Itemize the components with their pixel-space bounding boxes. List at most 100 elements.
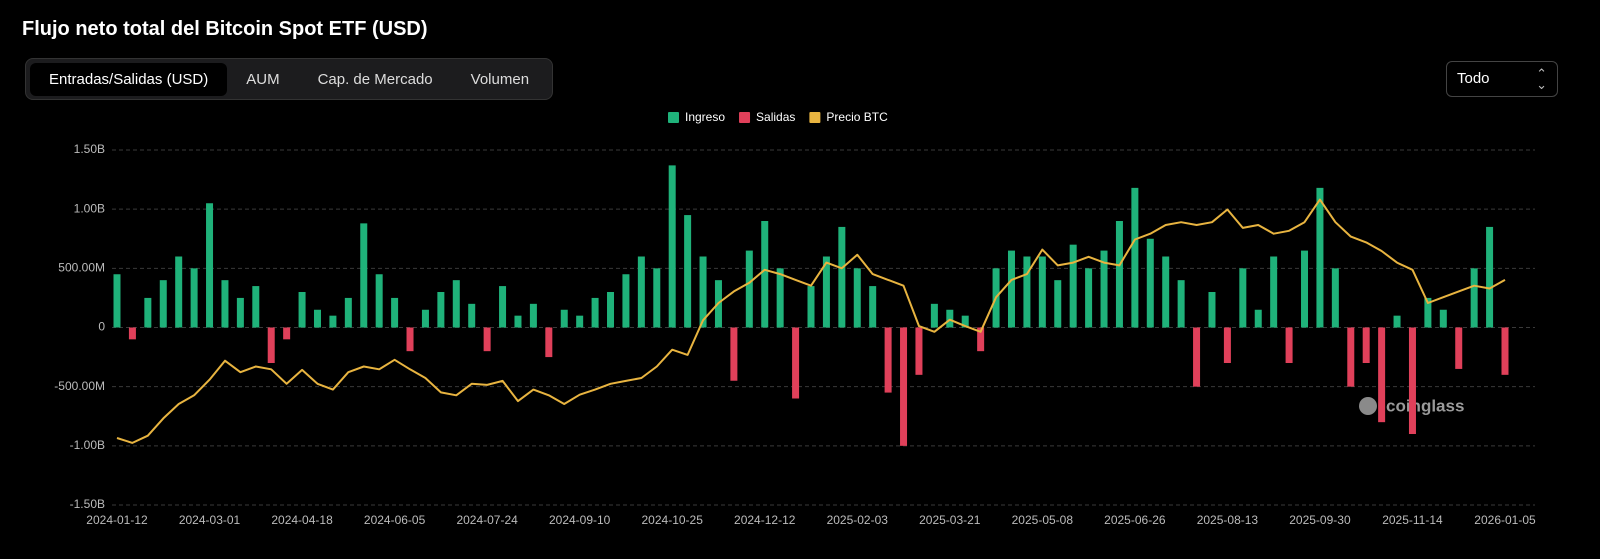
bar	[900, 327, 908, 446]
bar	[576, 315, 584, 328]
bar	[730, 327, 738, 381]
bar	[159, 280, 167, 328]
bar	[1501, 327, 1509, 375]
bar	[1023, 256, 1031, 328]
legend-label: Salidas	[756, 110, 795, 124]
bar	[591, 297, 599, 328]
bar	[668, 165, 676, 328]
watermark-logo	[1359, 397, 1377, 415]
tab[interactable]: AUM	[246, 70, 280, 88]
bar	[1054, 280, 1062, 328]
bar	[776, 268, 784, 328]
tab[interactable]: Volumen	[470, 70, 530, 88]
bar	[807, 286, 815, 328]
bar	[761, 221, 769, 328]
tab[interactable]: Cap. de Mercado	[317, 70, 433, 88]
page-title: Flujo neto total del Bitcoin Spot ETF (U…	[22, 18, 428, 40]
bar	[437, 292, 445, 328]
bar	[1115, 221, 1123, 328]
bar	[1470, 268, 1478, 328]
bar	[406, 327, 414, 352]
legend-label: Precio BTC	[826, 110, 888, 124]
bar	[1393, 315, 1401, 328]
bar	[869, 286, 877, 328]
bar	[313, 309, 321, 328]
bar	[529, 303, 537, 328]
bar	[1146, 238, 1154, 328]
bar	[298, 292, 306, 328]
bar	[1301, 250, 1309, 328]
bar	[1378, 327, 1386, 423]
bar	[144, 297, 152, 328]
bar	[329, 315, 337, 328]
bar	[853, 268, 861, 328]
bar	[391, 297, 399, 328]
bar	[745, 250, 753, 328]
bar	[360, 223, 368, 328]
bar	[1439, 309, 1447, 328]
tab[interactable]: Entradas/Salidas (USD)	[30, 62, 228, 96]
y-tick-label: 1.50B	[74, 142, 105, 156]
bar	[113, 274, 121, 328]
bar	[190, 268, 198, 328]
x-tick-label: 2025-11-14	[1382, 513, 1443, 527]
bar	[1285, 327, 1293, 363]
x-tick-label: 2024-12-12	[734, 513, 796, 527]
bar	[1069, 244, 1077, 328]
bar	[206, 203, 214, 328]
bar	[1455, 327, 1463, 369]
bar	[1316, 187, 1324, 328]
x-tick-label: 2024-01-12	[86, 513, 148, 527]
x-tick-label: 2025-05-08	[1012, 513, 1074, 527]
bar	[499, 286, 507, 328]
bar	[468, 303, 476, 328]
bar	[267, 327, 275, 363]
y-tick-label: -500.00M	[54, 379, 105, 393]
bar	[792, 327, 800, 399]
y-tick-label: -1.00B	[70, 438, 105, 452]
bar	[1424, 297, 1432, 328]
bar	[1239, 268, 1247, 328]
bar	[1100, 250, 1108, 328]
bar	[1486, 226, 1494, 328]
x-tick-label: 2025-08-13	[1197, 513, 1259, 527]
bar	[699, 256, 707, 328]
bar	[1177, 280, 1185, 328]
bar	[560, 309, 568, 328]
bar	[1408, 327, 1416, 434]
bar	[1131, 187, 1139, 328]
bar	[221, 280, 229, 328]
bar	[283, 327, 291, 340]
bar	[483, 327, 491, 352]
bar	[236, 297, 244, 328]
x-tick-label: 2025-09-30	[1289, 513, 1351, 527]
y-tick-label: 500.00M	[58, 261, 105, 275]
x-tick-label: 2024-04-18	[271, 513, 333, 527]
x-tick-label: 2024-06-05	[364, 513, 426, 527]
x-tick-label: 2024-03-01	[179, 513, 241, 527]
x-tick-label: 2026-01-05	[1474, 513, 1536, 527]
x-tick-label: 2024-10-25	[642, 513, 704, 527]
bar	[1193, 327, 1201, 387]
bar	[653, 268, 661, 328]
bar	[1007, 250, 1015, 328]
range-select-label: Todo	[1457, 70, 1490, 87]
bar	[175, 256, 183, 328]
bar	[1331, 268, 1339, 328]
y-tick-label: 1.00B	[74, 201, 105, 215]
range-select[interactable]: Todo ⌃ ⌄	[1446, 61, 1558, 97]
legend-swatch	[809, 112, 821, 123]
bar	[637, 256, 645, 328]
bar	[684, 215, 692, 328]
y-tick-label: -1.50B	[70, 497, 105, 511]
bar	[961, 315, 969, 328]
price-line	[116, 198, 1506, 444]
bar	[452, 280, 460, 328]
select-arrow: ⌃ ⌄	[1536, 66, 1547, 92]
x-tick-label: 2025-03-21	[919, 513, 981, 527]
bar	[915, 327, 923, 375]
y-tick-label: 0	[98, 320, 105, 334]
bar	[1362, 327, 1370, 363]
x-tick-label: 2024-09-10	[549, 513, 611, 527]
